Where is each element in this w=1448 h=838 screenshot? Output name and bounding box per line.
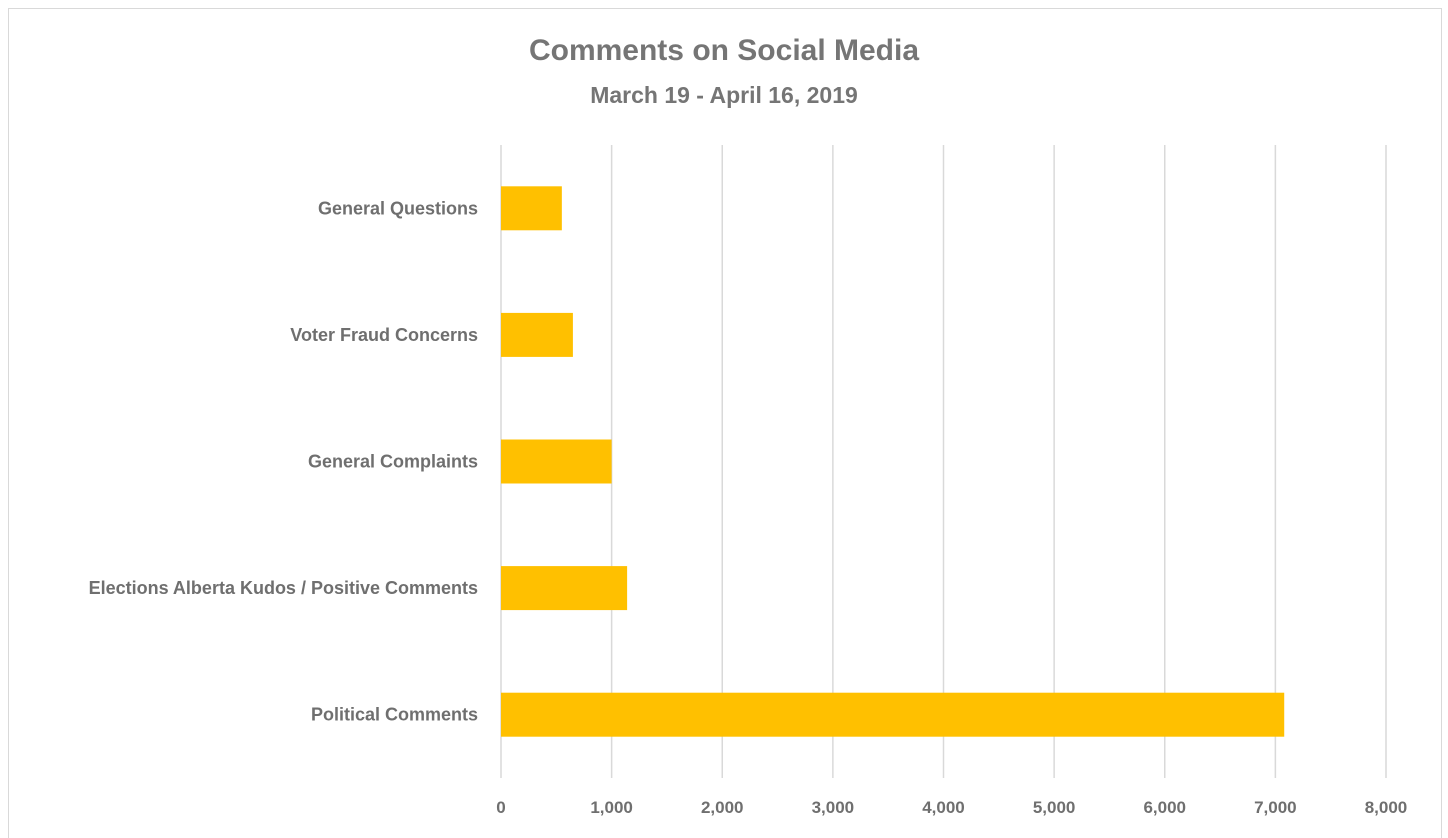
category-label: General Complaints bbox=[308, 452, 478, 472]
bar bbox=[501, 439, 612, 484]
x-tick-label: 0 bbox=[496, 798, 505, 817]
chart-subtitle: March 19 - April 16, 2019 bbox=[590, 82, 858, 108]
x-tick-label: 4,000 bbox=[922, 798, 965, 817]
chart-title: Comments on Social Media bbox=[528, 34, 920, 67]
x-tick-label: 5,000 bbox=[1033, 798, 1076, 817]
x-tick-label: 2,000 bbox=[701, 798, 744, 817]
x-tick-labels: 0 1,000 2,000 3,000 4,000 5,000 6,000 7,000 8,00… bbox=[496, 798, 1407, 817]
bar bbox=[501, 312, 573, 357]
category-label: Political Comments bbox=[311, 705, 478, 725]
bar bbox=[501, 692, 1285, 737]
bars bbox=[501, 186, 1285, 737]
bar bbox=[501, 186, 562, 231]
x-tick-label: 6,000 bbox=[1143, 798, 1186, 817]
bar bbox=[501, 566, 628, 611]
category-label: Voter Fraud Concerns bbox=[290, 325, 478, 345]
category-labels: General Questions Voter Fraud Concerns Gen… bbox=[89, 198, 478, 724]
gridlines bbox=[500, 145, 1387, 778]
category-label: Elections Alberta Kudos / Positive Comme… bbox=[89, 578, 478, 598]
x-tick-label: 8,000 bbox=[1365, 798, 1408, 817]
x-tick-label: 3,000 bbox=[812, 798, 855, 817]
x-tick-label: 7,000 bbox=[1254, 798, 1297, 817]
x-tick-label: 1,000 bbox=[590, 798, 633, 817]
category-label: General Questions bbox=[318, 198, 478, 218]
